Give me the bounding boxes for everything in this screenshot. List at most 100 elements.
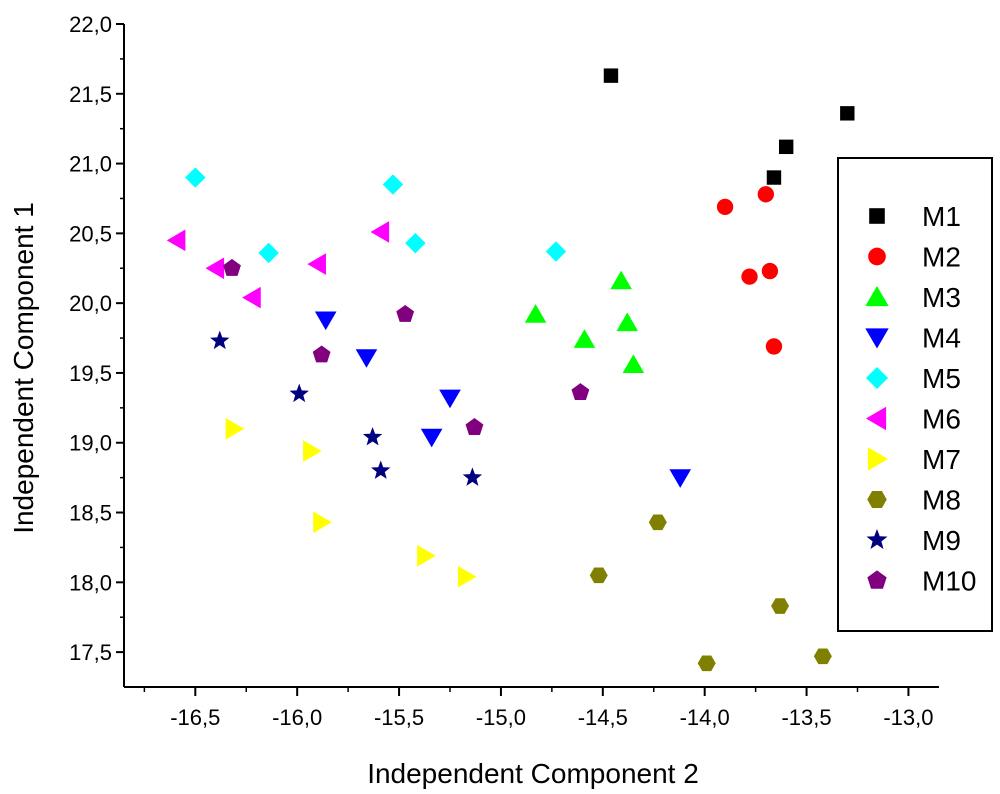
series-m1 [603, 68, 855, 185]
legend-box [837, 157, 993, 632]
data-point-m1 [766, 170, 782, 185]
data-point-m5 [258, 242, 279, 264]
data-point-m2 [761, 262, 779, 280]
legend-marker-m1 [869, 208, 885, 224]
legend-label: M5 [922, 363, 961, 394]
data-point-m1 [603, 68, 619, 83]
y-tick-label: 21,5 [69, 82, 112, 107]
data-point-m2 [741, 268, 758, 285]
legend-item-m6: M6 [865, 404, 961, 435]
data-point-m8 [648, 514, 667, 531]
x-tick-label: -14,0 [680, 705, 730, 730]
data-point-m6 [205, 257, 225, 280]
data-point-m8 [771, 598, 790, 614]
axes-group: 17,5 18,0 18,5 19,0 19,5 20,0 20,5 21,0 21,5 22,0… [69, 12, 939, 730]
legend-label: M8 [922, 485, 961, 516]
data-point-m7 [417, 544, 436, 567]
data-point-m8 [697, 655, 716, 672]
legend-marker-m7 [867, 447, 889, 471]
legend-marker-m9 [866, 528, 888, 549]
data-point-m6 [307, 253, 326, 275]
legend-item-m5: M5 [865, 363, 961, 394]
series-m9 [210, 330, 483, 486]
legend-label: M9 [922, 525, 961, 556]
legend-marker-m10 [867, 570, 887, 589]
data-point-m7 [303, 440, 322, 462]
series-m6 [166, 221, 390, 309]
x-axis-title: Independent Component 2 [367, 758, 699, 789]
data-point-m6 [166, 229, 186, 252]
data-point-m9 [362, 426, 383, 446]
data-point-m9 [210, 330, 230, 350]
y-tick-label: 20,5 [69, 221, 112, 246]
data-point-m10 [396, 304, 415, 322]
data-point-m2 [765, 338, 783, 355]
data-point-m2 [716, 198, 734, 216]
y-axis-title: Independent Component 1 [8, 202, 39, 534]
legend-item-m2: M2 [868, 242, 961, 273]
series-m10 [223, 258, 590, 435]
legend-marker-m5 [865, 366, 889, 390]
legend-label: M3 [922, 282, 961, 313]
series-m5 [185, 167, 567, 264]
legend-label: M10 [922, 566, 976, 597]
x-tick-label: -15,5 [374, 705, 424, 730]
data-point-m3 [573, 329, 596, 348]
series-m4 [314, 311, 692, 488]
y-tick-label: 19,5 [69, 361, 112, 386]
legend-item-m10: M10 [867, 566, 976, 597]
data-points-group [166, 68, 855, 672]
data-point-m7 [457, 565, 477, 588]
series-m7 [225, 417, 477, 588]
data-point-m3 [622, 354, 645, 373]
legend-item-m1: M1 [869, 201, 961, 232]
data-point-m7 [313, 511, 332, 534]
data-point-m5 [185, 167, 206, 188]
data-point-m10 [223, 258, 241, 276]
legend-marker-m3 [865, 285, 889, 307]
series-m2 [716, 186, 783, 355]
y-tick-label: 19,0 [69, 431, 112, 456]
legend-label: M6 [922, 404, 961, 435]
x-tick-label: -14,5 [578, 705, 628, 730]
data-point-m3 [616, 312, 639, 332]
legend-marker-m4 [865, 328, 889, 349]
data-point-m6 [242, 286, 261, 309]
data-point-m8 [589, 567, 608, 584]
series-m3 [524, 270, 645, 373]
legend: M1 M2 M3 M4 M5 M6 M7 M8 M9 M10 [837, 157, 993, 632]
legend-item-m4: M4 [865, 323, 961, 354]
data-point-m4 [669, 469, 692, 488]
data-point-m4 [439, 389, 461, 409]
data-point-m1 [778, 139, 794, 155]
data-point-m10 [571, 383, 590, 401]
legend-item-m8: M8 [867, 485, 961, 516]
data-point-m9 [462, 467, 483, 486]
data-point-m8 [813, 648, 832, 665]
data-point-m9 [371, 460, 391, 479]
y-tick-label: 18,0 [69, 570, 112, 595]
legend-label: M2 [922, 242, 961, 273]
x-tick-label: -16,5 [170, 705, 220, 730]
data-point-m6 [370, 221, 390, 243]
data-point-m9 [289, 383, 309, 403]
x-tick-label: -15,0 [476, 705, 526, 730]
data-point-m10 [465, 418, 484, 435]
series-m8 [589, 514, 832, 672]
data-point-m4 [355, 349, 378, 368]
legend-marker-m2 [868, 247, 886, 266]
x-tick-label: -13,0 [883, 705, 933, 730]
legend-marker-m6 [865, 406, 887, 431]
legend-label: M4 [922, 323, 961, 354]
data-point-m5 [545, 241, 567, 262]
data-point-m5 [382, 174, 404, 195]
y-tick-label: 21,0 [69, 152, 112, 177]
data-point-m7 [225, 417, 245, 440]
data-point-m3 [610, 270, 632, 290]
x-tick-label: -13,5 [781, 705, 831, 730]
legend-marker-m8 [867, 491, 887, 508]
data-point-m4 [314, 311, 337, 331]
data-point-m10 [312, 345, 331, 363]
